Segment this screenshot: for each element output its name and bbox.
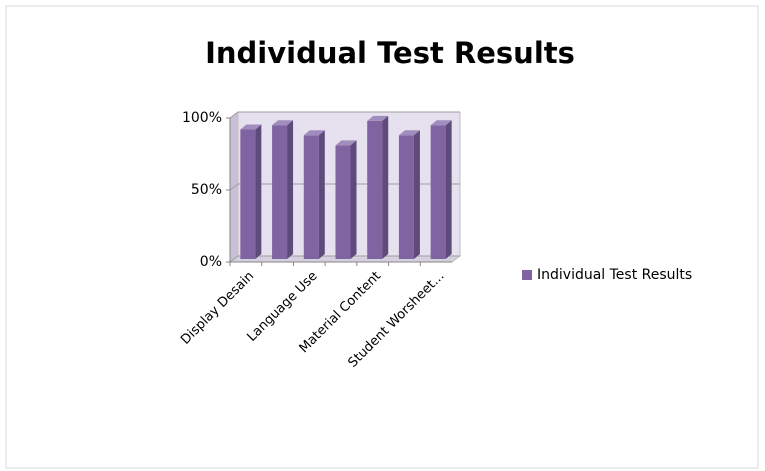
grid-line — [229, 255, 460, 263]
y-tick-label: 50% — [191, 182, 222, 198]
y-tick-label: 0% — [200, 254, 222, 270]
bar-side — [318, 130, 325, 259]
bar-top — [398, 130, 420, 136]
bar-side — [350, 140, 357, 259]
bar-front — [240, 129, 256, 259]
bar-side — [255, 124, 262, 260]
bar — [303, 130, 325, 259]
bar — [272, 120, 294, 259]
bar-front — [398, 135, 414, 259]
bar-top — [303, 130, 325, 136]
bar-top — [430, 120, 452, 126]
bar-top — [335, 140, 357, 146]
bar — [430, 120, 452, 259]
bar-top — [240, 124, 262, 130]
grid-line — [229, 111, 460, 119]
legend-swatch — [522, 270, 532, 280]
bar — [367, 115, 389, 259]
chart-title: Individual Test Results — [205, 36, 575, 70]
bar-front — [430, 125, 446, 259]
bar-front — [303, 135, 319, 259]
bar — [398, 130, 420, 259]
bar-front — [272, 125, 288, 259]
legend-label: Individual Test Results — [537, 267, 692, 283]
y-tick-label: 100% — [182, 110, 222, 126]
bar-side — [382, 115, 389, 259]
bar-top — [272, 120, 294, 126]
bar-side — [287, 120, 294, 259]
bar — [335, 140, 357, 259]
bar-front — [335, 145, 351, 259]
bar-front — [367, 120, 383, 259]
bar-side — [445, 120, 452, 259]
bar — [240, 124, 262, 260]
bar-top — [367, 115, 389, 121]
bar-side — [413, 130, 420, 259]
